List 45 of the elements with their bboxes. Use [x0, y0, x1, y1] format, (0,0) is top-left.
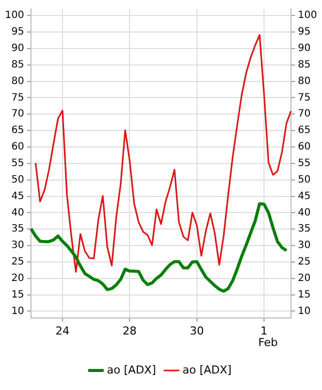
y2-tick-label: 70 — [298, 108, 311, 120]
y-tick-label: 70 — [11, 108, 24, 120]
x-tick-label: 28 — [122, 324, 137, 338]
y2-tick-label: 30 — [298, 240, 311, 252]
y-tick-label: 50 — [11, 174, 24, 186]
y-tick-label: 100 — [4, 10, 24, 22]
y-tick-label: 30 — [11, 240, 24, 252]
y-tick-label: 40 — [11, 207, 24, 218]
y2-tick-label: 65 — [298, 125, 311, 136]
y2-tick-label: 60 — [298, 142, 311, 153]
y-tick-label: 75 — [11, 92, 24, 104]
y2-tick-label: 90 — [298, 43, 311, 54]
text: Feb — [258, 336, 278, 350]
y-tick-label: 85 — [11, 59, 24, 70]
y2-tick-label: 75 — [298, 92, 311, 104]
legend-label: ао [ADX] — [182, 363, 232, 376]
y2-tick-label: 35 — [298, 224, 311, 235]
legend-label: ао [ADX] — [106, 363, 156, 376]
y2-tick-label: 10 — [298, 306, 311, 317]
y2-tick-label: 55 — [298, 158, 311, 169]
y-tick-label: 90 — [11, 43, 24, 54]
x-tick-label: 24 — [55, 324, 70, 338]
y-tick-label: 20 — [11, 272, 24, 284]
y2-tick-label: 15 — [298, 289, 311, 300]
y2-tick-label: 20 — [298, 272, 311, 284]
y-tick-label: 45 — [11, 190, 24, 202]
y-tick-label: 65 — [11, 125, 24, 136]
y2-tick-label: 45 — [298, 190, 311, 202]
y2-tick-label: 25 — [298, 256, 311, 268]
y2-tick-label: 95 — [298, 26, 311, 38]
y2-tick-label: 40 — [298, 207, 311, 218]
y-tick-label: 25 — [11, 256, 24, 268]
y-tick-label: 15 — [11, 289, 24, 300]
y-tick-label: 35 — [11, 224, 24, 235]
x-tick-label: 30 — [190, 324, 204, 338]
y-tick-label: 80 — [11, 76, 24, 87]
y-tick-label: 95 — [11, 26, 24, 38]
y-tick-label: 10 — [11, 306, 24, 317]
x-tick-label: 1 — [260, 324, 268, 338]
y2-tick-label: 85 — [298, 59, 311, 70]
y2-tick-label: 50 — [298, 174, 311, 186]
y2-tick-label: 80 — [298, 76, 311, 87]
y2-tick-label: 100 — [298, 10, 318, 22]
y-tick-label: 60 — [11, 142, 24, 153]
y-tick-label: 55 — [11, 158, 24, 169]
